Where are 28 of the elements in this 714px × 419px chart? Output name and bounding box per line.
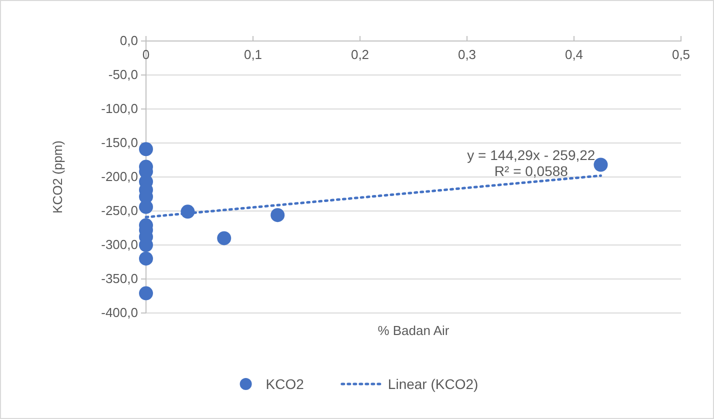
point	[139, 252, 153, 266]
x-tick-label: 0,3	[458, 47, 476, 62]
point	[139, 200, 153, 214]
point	[594, 158, 608, 172]
point	[217, 231, 232, 246]
x-tick-label: 0,5	[672, 47, 690, 62]
point	[139, 286, 153, 300]
y-tick-label: -300,0	[101, 237, 138, 252]
legend-label: Linear (KCO2)	[388, 376, 478, 392]
x-tick-label: 0	[142, 47, 150, 62]
y-tick-label: -50,0	[108, 67, 138, 82]
point	[270, 208, 285, 222]
point	[139, 142, 153, 156]
y-tick-label: -400,0	[101, 305, 138, 320]
x-tick-label: 0,4	[564, 47, 584, 62]
x-tick-label: 0,1	[244, 47, 262, 62]
y-tick-label: -150,0	[101, 135, 138, 150]
y-tick-label: -250,0	[101, 203, 138, 218]
x-tick-label: 0,2	[350, 47, 370, 62]
y-tick-label: -100,0	[101, 101, 138, 116]
y-axis-title: KCO2 (ppm)	[50, 140, 65, 214]
annotation: R² = 0,0588	[494, 163, 568, 179]
y-tick-label: 0,0	[120, 33, 138, 48]
legend-label: KCO2	[266, 376, 304, 392]
y-tick-label: -350,0	[101, 271, 138, 286]
x-axis-title: % Badan Air	[378, 323, 450, 338]
annotation: y = 144,29x - 259,22	[467, 147, 596, 163]
y-tick-label: -200,0	[101, 169, 138, 184]
